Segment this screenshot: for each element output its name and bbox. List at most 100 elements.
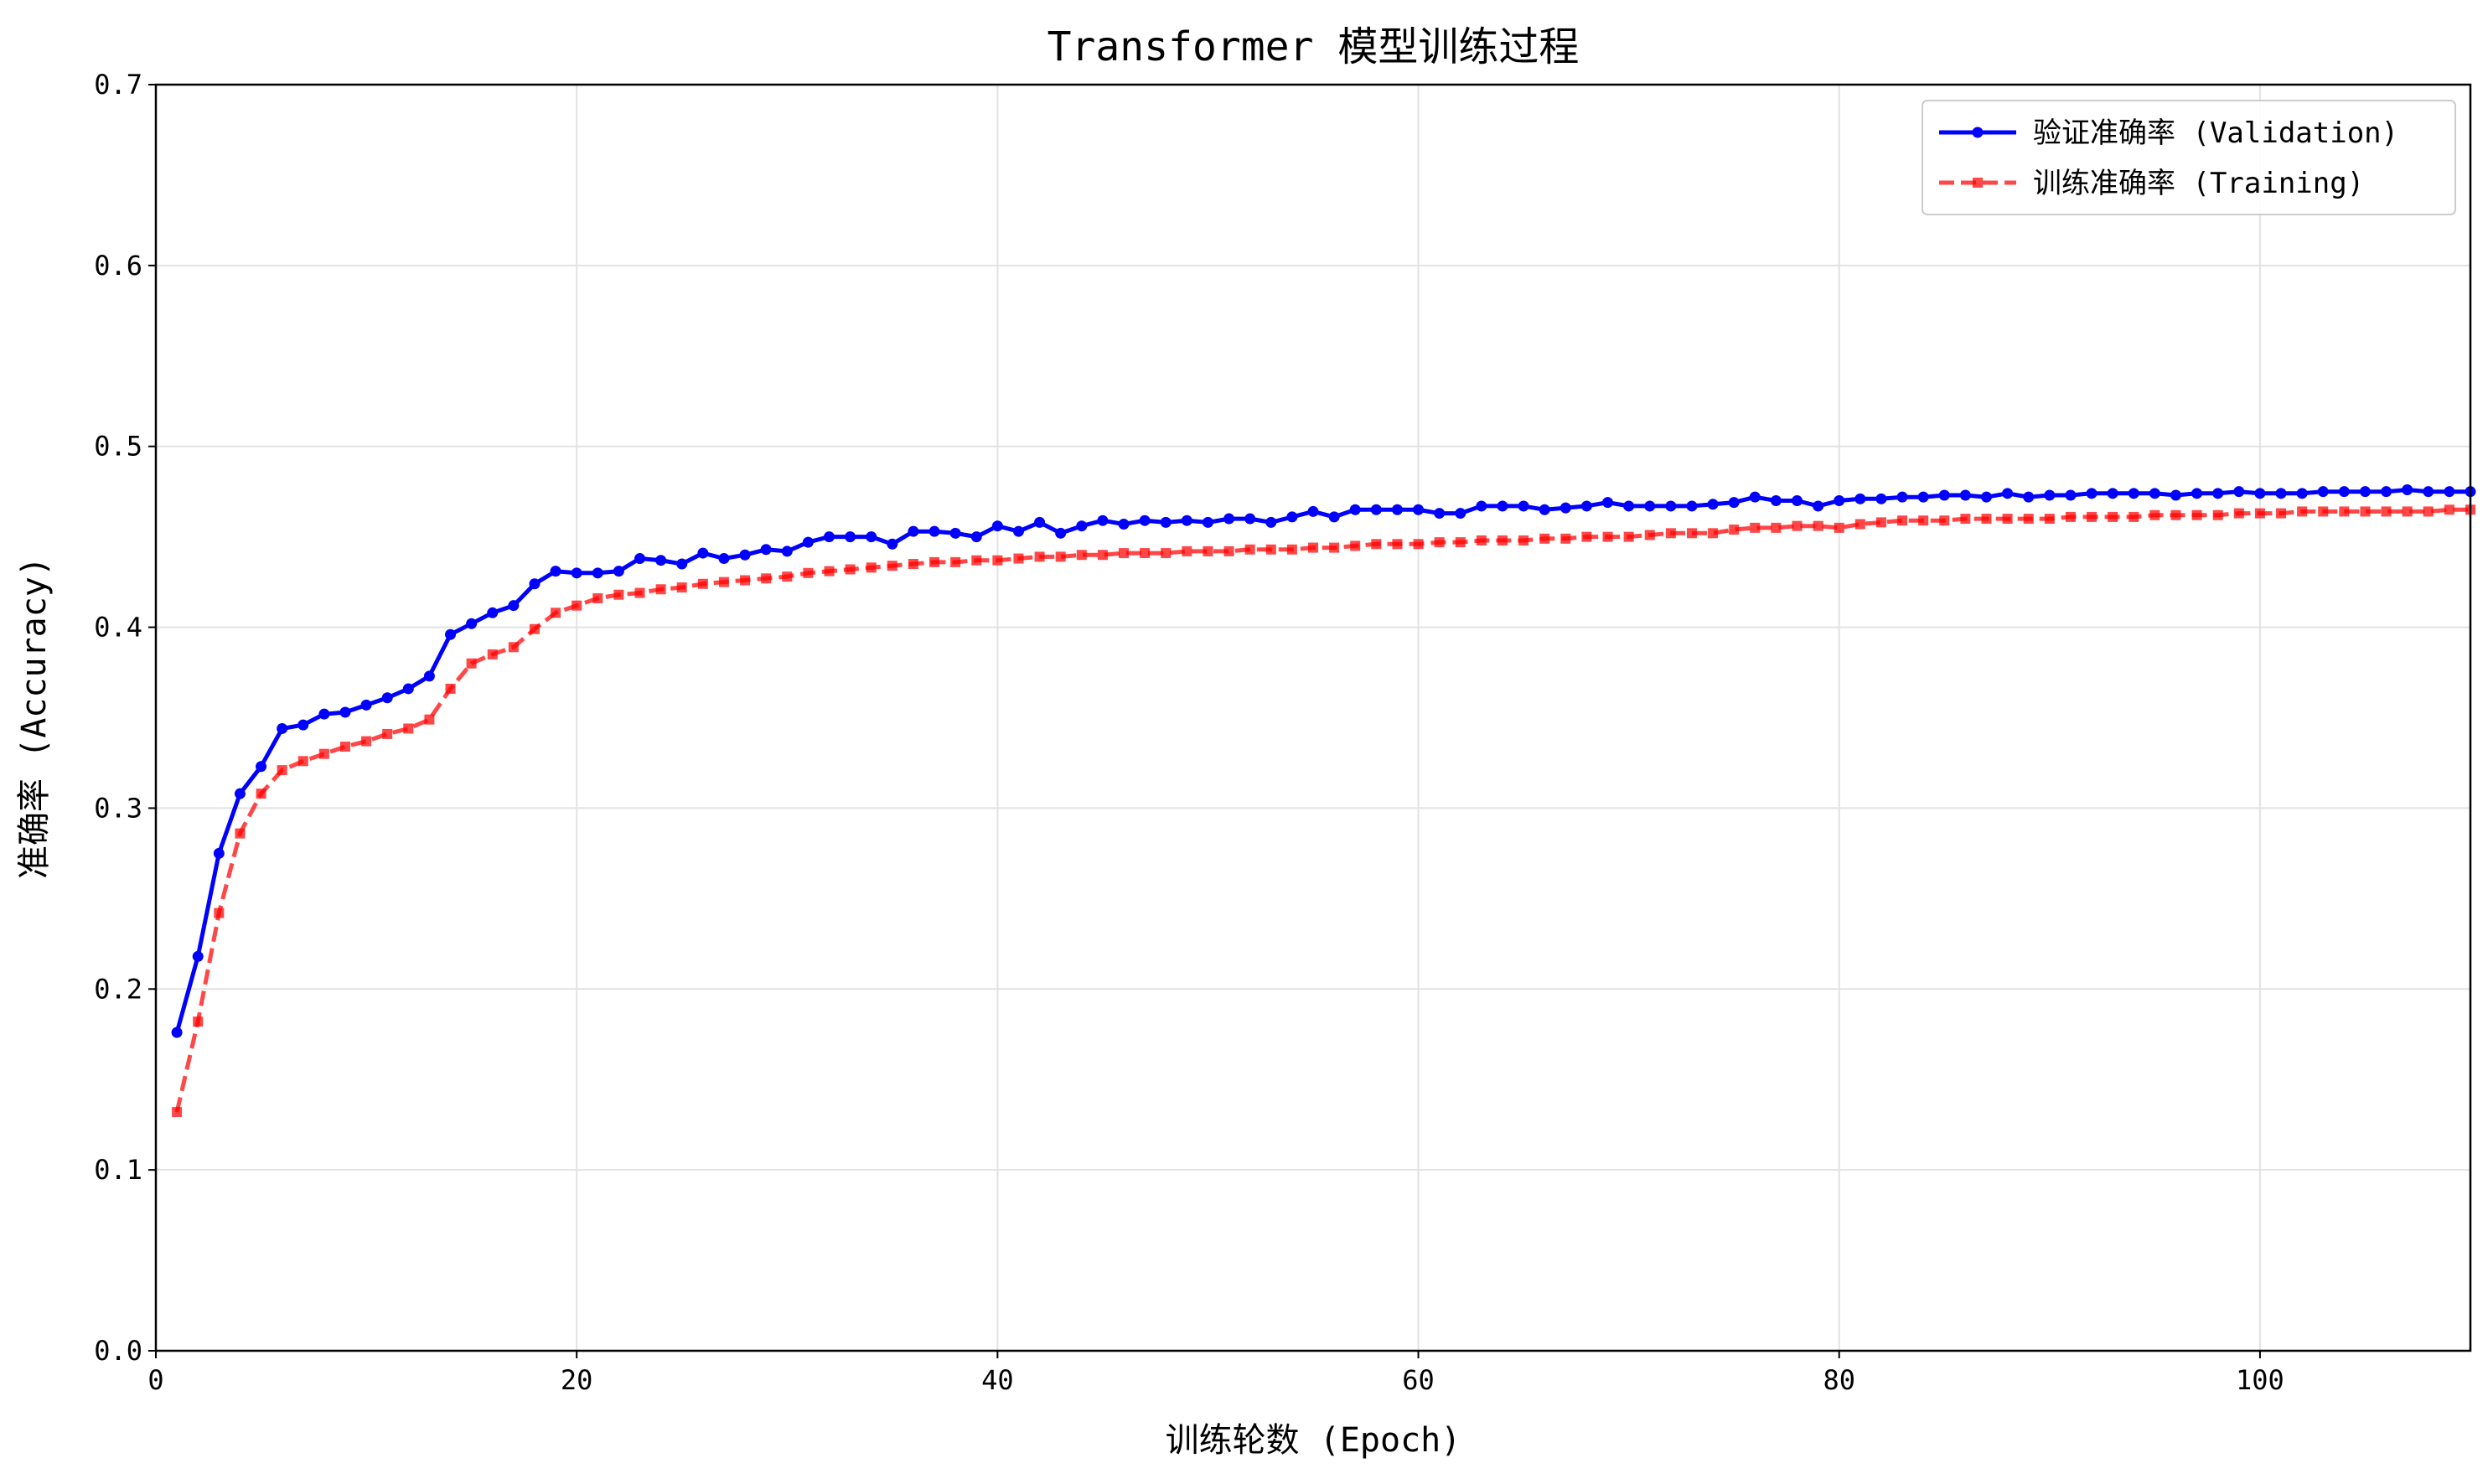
data-point	[2444, 504, 2454, 515]
data-point	[2065, 489, 2077, 501]
data-point	[2360, 506, 2371, 517]
data-point	[1097, 550, 1108, 561]
data-point	[339, 742, 350, 752]
data-point	[634, 553, 646, 565]
data-point	[277, 722, 288, 734]
data-point	[1750, 522, 1761, 533]
data-point	[1076, 520, 1088, 532]
y-tick-label: 0.1	[94, 1154, 142, 1186]
data-point	[508, 642, 519, 653]
data-point	[1539, 533, 1550, 544]
data-point	[318, 748, 329, 759]
data-point	[1644, 530, 1655, 540]
data-point	[1203, 546, 1213, 556]
data-point	[1792, 520, 1803, 531]
data-point	[1181, 514, 1192, 526]
data-point	[781, 546, 793, 557]
data-point	[592, 567, 603, 579]
data-point	[1244, 544, 1255, 555]
data-point	[1708, 528, 1719, 539]
data-point	[1476, 535, 1487, 546]
data-point	[1665, 528, 1676, 539]
data-point	[1202, 516, 1213, 528]
data-point	[760, 544, 772, 556]
data-point	[2128, 488, 2139, 499]
data-point	[2402, 484, 2413, 496]
data-point	[718, 577, 729, 587]
data-point	[1034, 551, 1045, 562]
data-point	[1917, 491, 1929, 503]
data-point	[2254, 488, 2266, 499]
legend-swatch-marker	[1972, 127, 1984, 138]
data-point	[1223, 513, 1235, 525]
data-point	[1792, 494, 1803, 506]
series-layer	[171, 484, 2476, 1118]
data-point	[845, 531, 856, 543]
legend: 验证准确率 (Validation) 训练准确率 (Training)	[1922, 100, 2456, 215]
data-point	[234, 788, 246, 799]
data-point	[697, 578, 708, 589]
data-point	[1854, 519, 1865, 530]
data-point	[1455, 508, 1466, 520]
legend-swatch-marker	[1973, 178, 1983, 188]
data-point	[2087, 511, 2097, 522]
data-point	[2191, 488, 2203, 499]
data-point	[551, 608, 561, 618]
x-tick-label: 100	[2236, 1364, 2284, 1396]
data-point	[2002, 488, 2014, 499]
data-point	[718, 553, 730, 565]
legend-entry-1: 训练准确率 (Training)	[1939, 167, 2364, 200]
data-point	[991, 520, 1003, 532]
data-point	[802, 536, 814, 548]
data-point	[1392, 539, 1403, 550]
data-point	[192, 950, 204, 962]
data-point	[361, 736, 372, 747]
data-point	[2233, 486, 2245, 498]
data-point	[1265, 516, 1277, 528]
data-point	[2233, 508, 2244, 519]
tick-layer: 0 20 40 60 80 100 0.0 0.1 0.2 0.3 0.4 0.5 0.6 0.7	[94, 69, 2284, 1396]
y-tick-label: 0.6	[94, 250, 142, 282]
data-point	[2317, 486, 2329, 498]
data-point	[1644, 500, 1656, 512]
data-point	[2423, 486, 2434, 498]
data-point	[1350, 540, 1361, 551]
data-point	[1686, 500, 1698, 512]
data-point	[1813, 520, 1823, 531]
data-point	[466, 658, 477, 669]
x-tick-label: 80	[1823, 1364, 1855, 1396]
data-point	[1012, 525, 1024, 537]
data-point	[1413, 504, 1425, 515]
data-point	[1076, 550, 1087, 561]
data-point	[1182, 546, 1192, 556]
data-point	[1286, 511, 1298, 523]
data-point	[2254, 508, 2265, 519]
data-point	[235, 828, 246, 839]
data-point	[655, 584, 666, 595]
data-point	[2149, 488, 2160, 499]
data-point	[1813, 500, 1824, 512]
data-point	[1349, 504, 1361, 515]
data-point	[1918, 515, 1929, 526]
data-point	[1749, 491, 1761, 503]
data-point	[445, 683, 456, 694]
data-point	[487, 649, 498, 659]
data-point	[1455, 537, 1466, 548]
data-point	[1980, 491, 1992, 503]
data-point	[193, 1016, 204, 1027]
data-point	[1623, 500, 1635, 512]
data-point	[2107, 488, 2118, 499]
data-point	[360, 699, 372, 711]
data-point	[2297, 506, 2308, 517]
data-point	[214, 907, 225, 918]
x-tick-label: 60	[1402, 1364, 1435, 1396]
data-point	[2023, 491, 2035, 503]
data-point	[2191, 509, 2202, 520]
data-point	[1371, 539, 1382, 550]
data-point	[1497, 535, 1508, 546]
data-point	[908, 559, 918, 570]
data-point	[1539, 504, 1550, 515]
data-point	[1875, 493, 1887, 504]
data-point	[529, 623, 540, 634]
